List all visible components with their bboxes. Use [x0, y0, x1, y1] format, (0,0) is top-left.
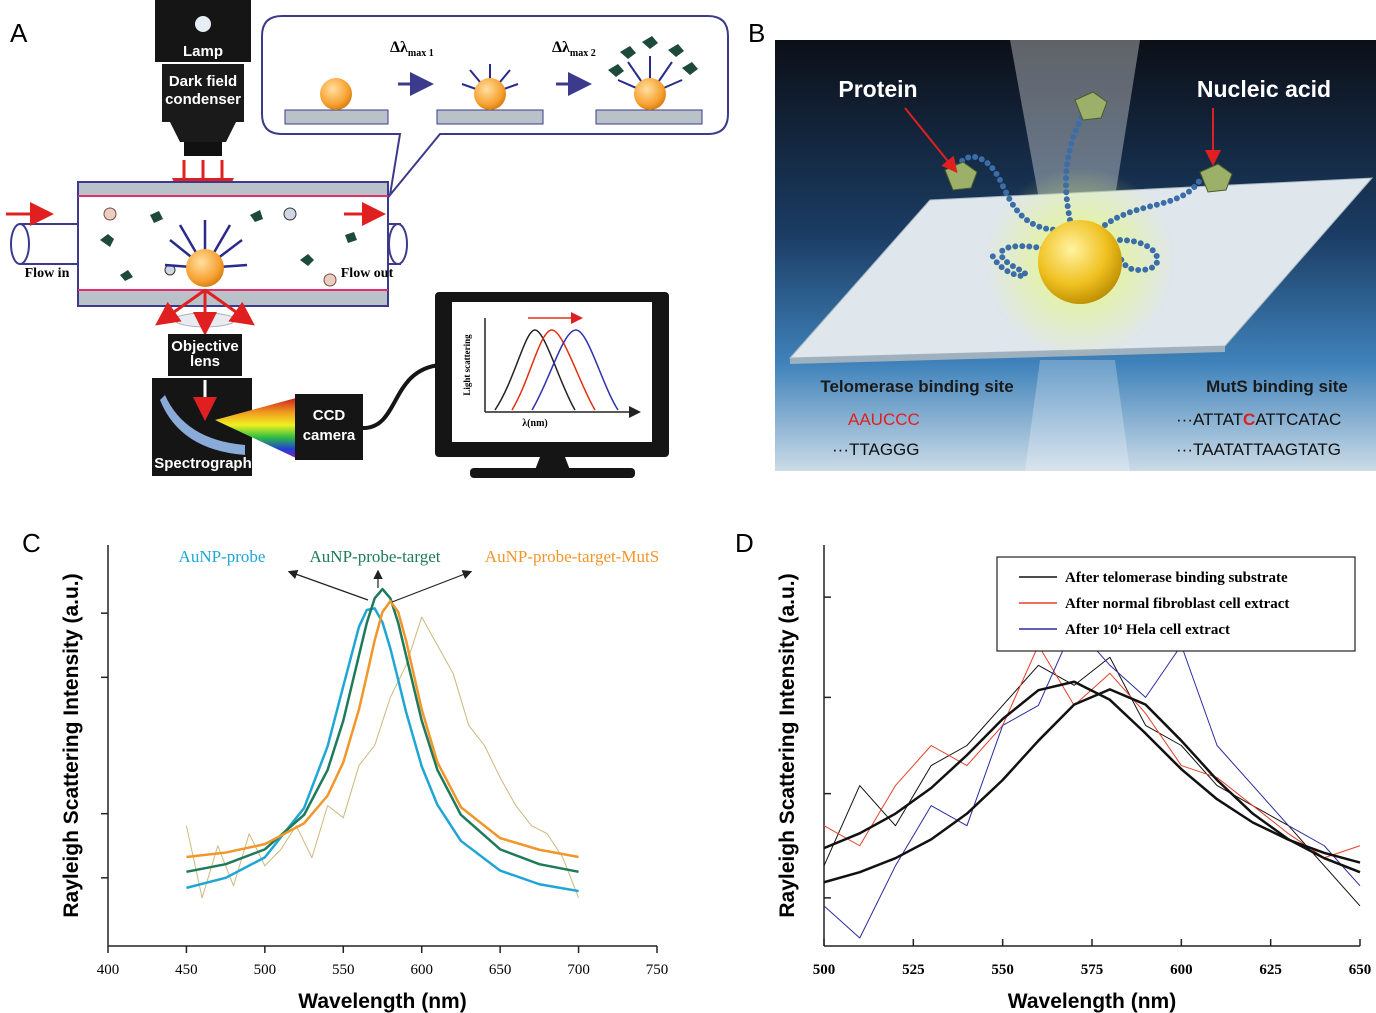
monitor-base [470, 468, 635, 478]
x-tick-label: 550 [991, 962, 1014, 978]
nanoparticle [320, 78, 352, 110]
flow-out-label: Flow out [341, 266, 394, 281]
camera-label: camera [303, 427, 356, 444]
shift-subscript: max 2 [570, 48, 596, 59]
substrate [596, 110, 702, 124]
nanoparticle [474, 78, 506, 110]
light-cone [1025, 360, 1130, 471]
label-arrow [392, 572, 470, 602]
flow-in-label: Flow in [25, 266, 70, 281]
charts: 400 450 500 550 600 650 700 750 Wavelength (nm) R… [60, 545, 1371, 1013]
sequence: ···ATTATCATTCATAC [1176, 410, 1341, 429]
series-label: AuNP-probe [179, 547, 266, 566]
x-tick-label: 600 [1170, 962, 1193, 978]
condenser-label: Dark field [169, 73, 237, 90]
series-line [824, 657, 1360, 906]
tube-end [11, 224, 29, 264]
diagram-a: Lamp Dark field condenser Flow in Flow o [6, 0, 728, 478]
x-tick-label: 750 [646, 962, 669, 978]
y-axis-label: Rayleigh Scattering Intensity (a.u.) [60, 573, 83, 917]
condenser-label: condenser [165, 91, 241, 108]
spectrograph-label: Spectrograph [154, 455, 252, 472]
x-tick-label: 450 [175, 962, 198, 978]
series-label: AuNP-probe-target [310, 547, 441, 566]
series-line [824, 645, 1360, 858]
nanoparticle [186, 249, 224, 287]
objective-label: lens [190, 353, 220, 370]
nucleic-acid-label: Nucleic acid [1197, 76, 1331, 102]
sequence: ···TAATATTAAGTATG [1176, 440, 1341, 459]
sequence: AAUCCC [848, 410, 920, 429]
legend-label: After 10⁴ Hela cell extract [1065, 622, 1230, 638]
legend-label: After telomerase binding substrate [1065, 570, 1288, 586]
panel-label: B [748, 18, 765, 48]
page: A B C D Lamp Dark field condenser [0, 0, 1376, 1013]
shift-symbol: Δλ [552, 39, 570, 56]
camera-label: CCD [313, 407, 346, 424]
substrate [285, 110, 388, 124]
bulb [195, 16, 211, 32]
legend-label: After normal fibroblast cell extract [1065, 596, 1289, 612]
x-tick-label: 650 [489, 962, 512, 978]
x-axis-label: Wavelength (nm) [298, 990, 466, 1013]
series-label: AuNP-probe-target-MutS [485, 547, 659, 566]
x-tick-label: 625 [1259, 962, 1282, 978]
panel-label: D [735, 528, 754, 558]
monitor-ylabel: Light scattering [462, 334, 472, 396]
x-axis-label: Wavelength (nm) [1008, 990, 1176, 1013]
x-tick-label: 500 [813, 962, 836, 978]
channel [78, 182, 388, 306]
sequence-part: ATTCATAC [1255, 410, 1341, 429]
y-axis-label: Rayleigh Scattering Intensity (a.u.) [776, 573, 799, 917]
x-tick-label: 575 [1081, 962, 1104, 978]
sequence: ···TTAGGG [832, 440, 920, 459]
lamp-label: Lamp [183, 43, 223, 60]
telomerase-site-label: Telomerase binding site [820, 377, 1013, 396]
x-tick-label: 500 [254, 962, 277, 978]
x-tick-label: 700 [567, 962, 590, 978]
x-tick-label: 400 [97, 962, 120, 978]
label-arrow [290, 572, 368, 600]
protein-label: Protein [838, 76, 917, 102]
muts-site-label: MutS binding site [1206, 377, 1348, 396]
series-line [186, 601, 578, 857]
mismatch: C [1243, 410, 1255, 429]
screen [452, 302, 652, 442]
series-line [824, 682, 1360, 863]
condenser-tip [184, 142, 222, 156]
channel-wall [78, 290, 388, 306]
diagram-b: Protein Nucleic acid Telomerase binding … [775, 40, 1376, 471]
figure: A B C D Lamp Dark field condenser [0, 0, 1376, 1013]
x-tick-label: 550 [332, 962, 355, 978]
cable [363, 365, 440, 428]
monitor-xlabel: λ(nm) [522, 418, 547, 429]
tube-end [389, 224, 407, 264]
shift-subscript: max 1 [408, 48, 434, 59]
channel-wall [78, 182, 388, 196]
particle [284, 208, 296, 220]
panel-label: A [10, 18, 28, 48]
x-tick-label: 600 [410, 962, 433, 978]
sequence-part: ···ATTAT [1176, 410, 1243, 429]
shift-symbol: Δλ [390, 39, 408, 56]
particle [104, 208, 116, 220]
substrate [437, 110, 543, 124]
x-tick-label: 525 [902, 962, 925, 978]
particle [324, 274, 336, 286]
series-line [824, 625, 1360, 938]
x-tick-label: 650 [1349, 962, 1372, 978]
series-line [824, 689, 1360, 882]
condenser-tip [170, 122, 236, 142]
gold-nanoparticle [1038, 220, 1122, 304]
series-line [186, 589, 578, 872]
nanoparticle [634, 78, 666, 110]
panel-label: C [22, 528, 41, 558]
